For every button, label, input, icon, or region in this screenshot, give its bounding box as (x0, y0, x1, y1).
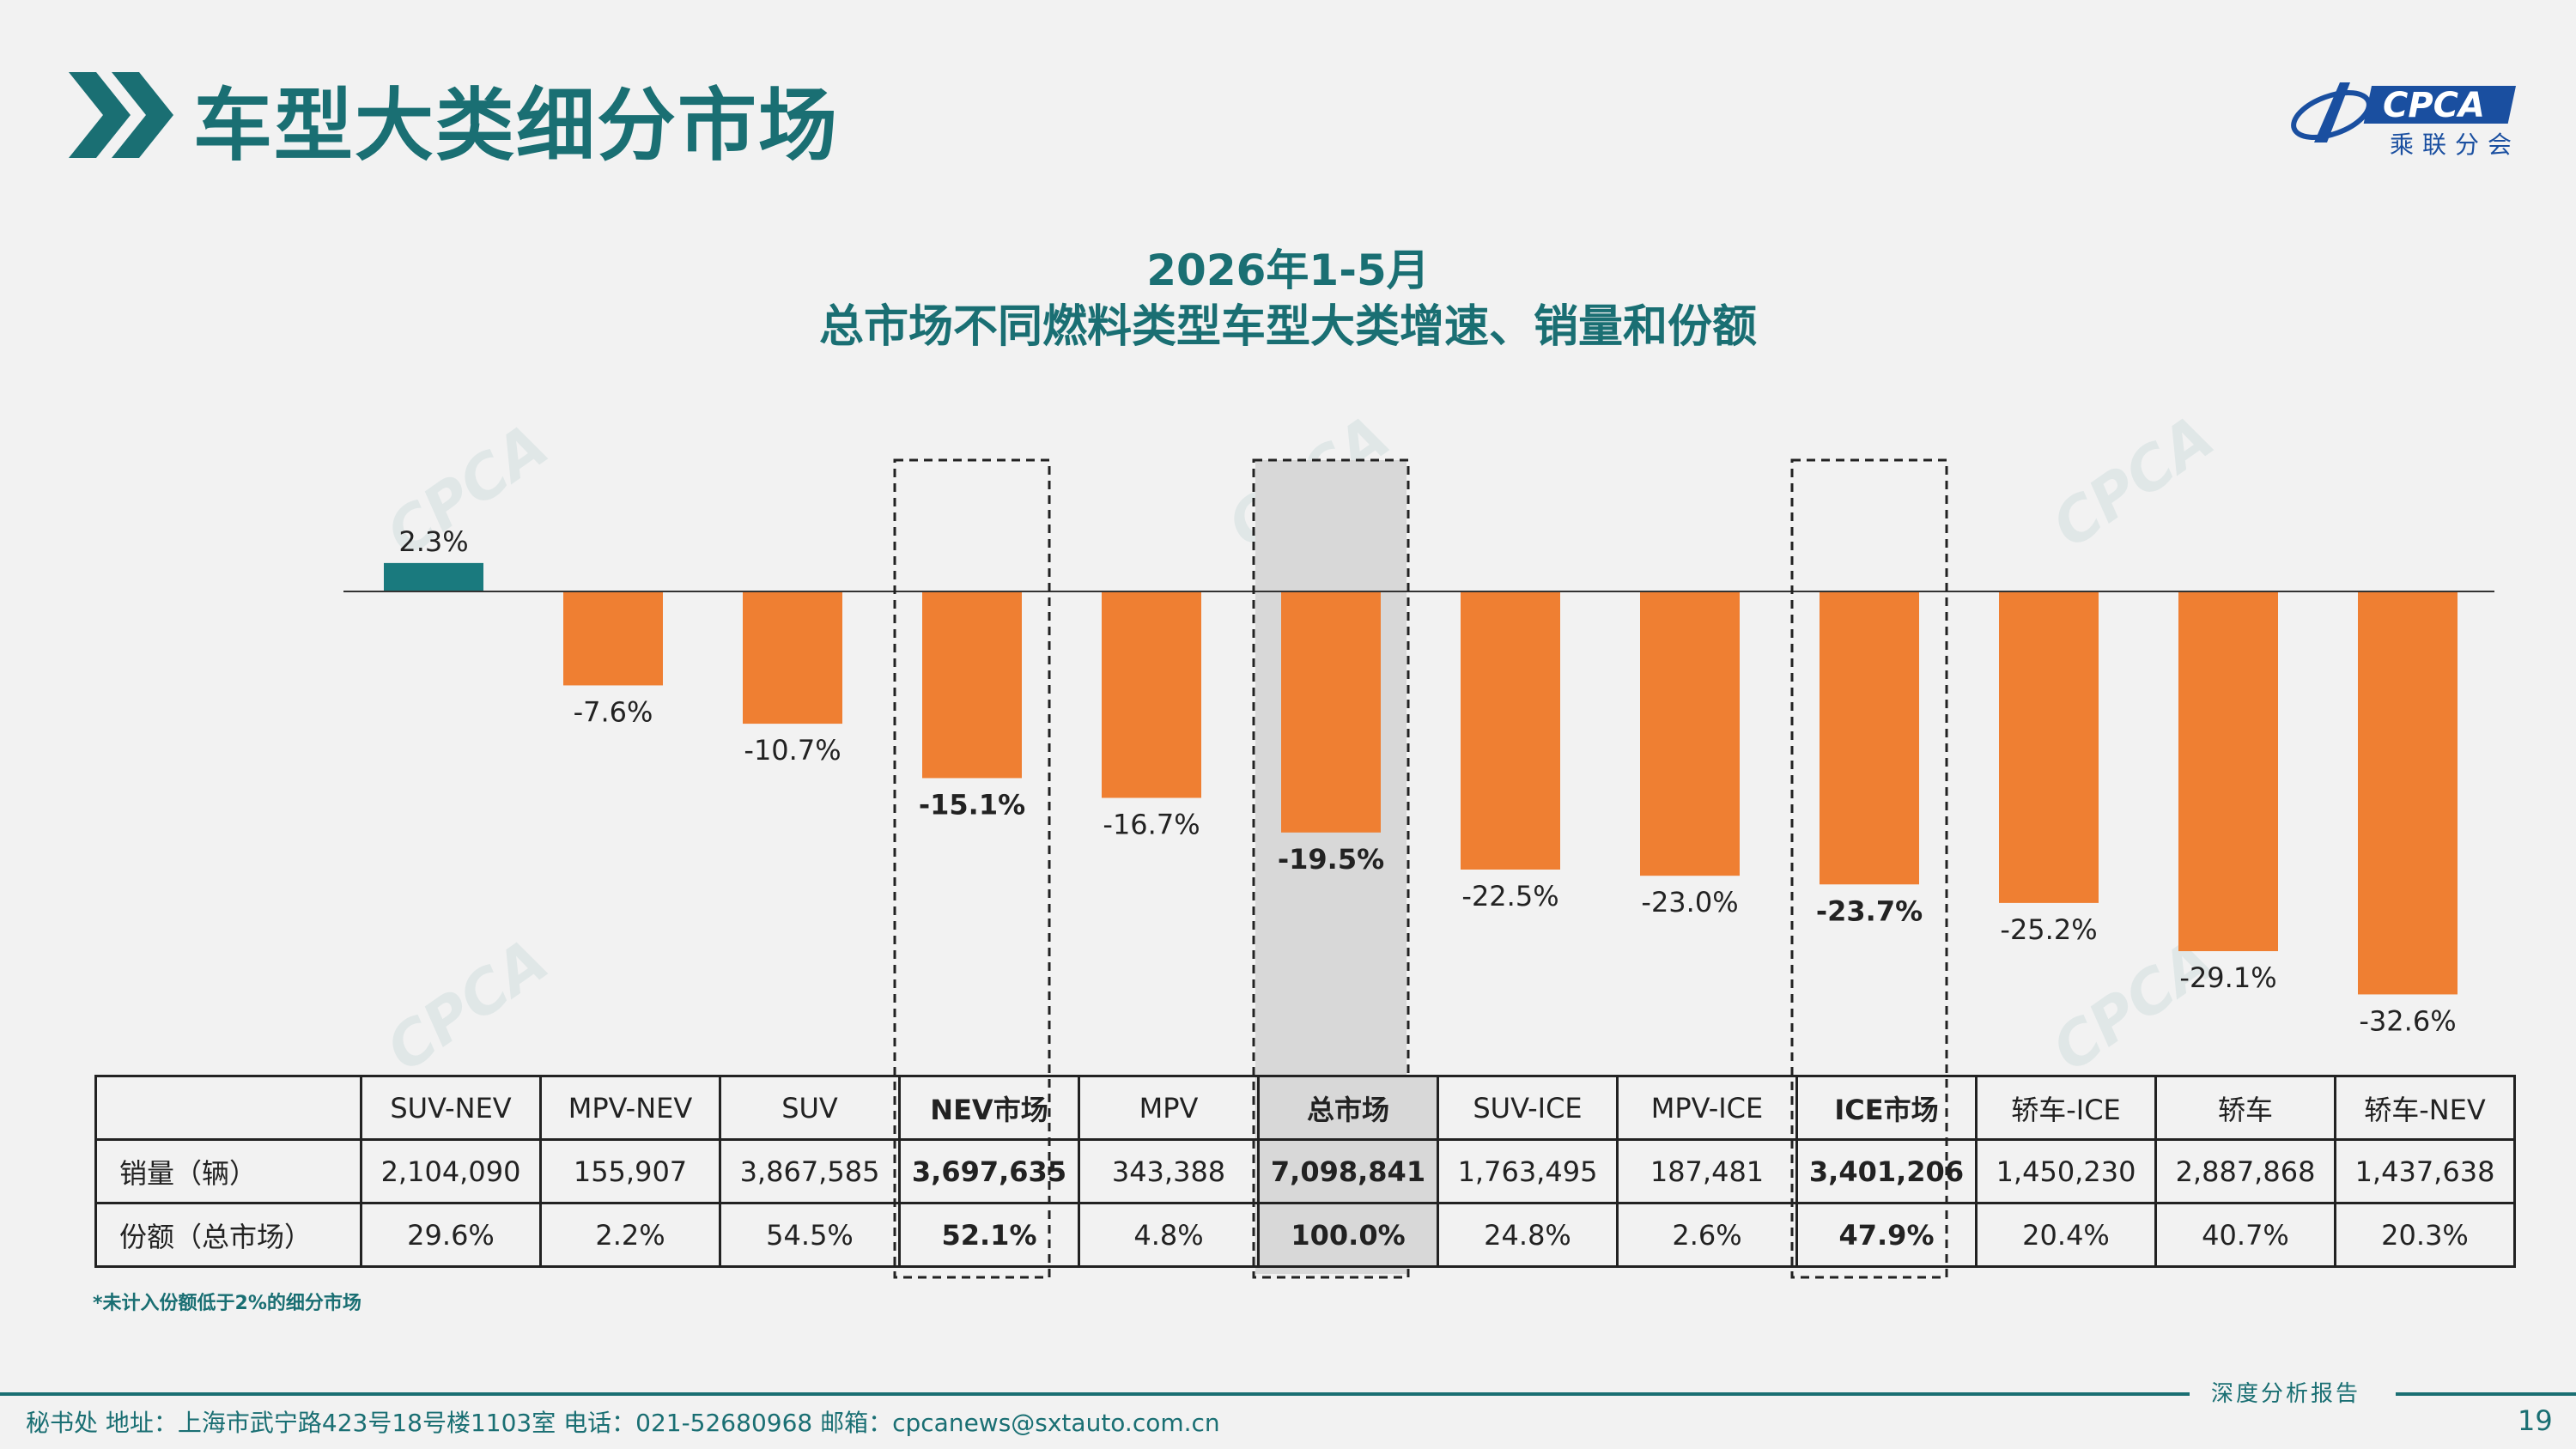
bar-MPV-NEV (563, 591, 663, 686)
sales-cell: 3,697,635 (898, 1138, 1080, 1204)
row-header-sales: 销量（辆） (94, 1138, 362, 1204)
cpca-logo: CPCA 乘联分会 (2291, 82, 2520, 159)
sales-cell: 3,867,585 (719, 1138, 901, 1204)
sales-cell: 1,450,230 (1975, 1138, 2157, 1204)
bar-ICE市场 (1820, 591, 1919, 885)
footer-contact: 秘书处 地址：上海市武宁路423号18号楼1103室 电话：021-526809… (26, 1409, 1220, 1437)
chart-subtitle: 总市场不同燃料类型车型大类增速、销量和份额 (818, 301, 1757, 353)
value-label-SUV-NEV: 2.3% (398, 525, 468, 558)
data-table: SUV-NEV MPV-NEV SUV NEV市场 MPV 总市场 SUV-ICE MPV-I… (94, 1075, 2516, 1268)
bar-SUV-ICE (1461, 591, 1560, 870)
share-cell: 52.1% (898, 1202, 1080, 1268)
share-cell: 29.6% (360, 1202, 542, 1268)
sales-cell: 187,481 (1616, 1138, 1798, 1204)
share-cell: 20.3% (2334, 1202, 2516, 1268)
value-label-总市场: -19.5% (1278, 843, 1384, 876)
table-row-sales: 销量（辆） 2,104,090 155,907 3,867,585 3,697,635 3… (94, 1138, 2516, 1204)
bar-MPV-ICE (1640, 591, 1740, 876)
category-label: SUV (719, 1075, 901, 1141)
value-label-SUV: -10.7% (744, 734, 841, 767)
logo-text: CPCA (2383, 86, 2485, 125)
value-label-MPV: -16.7% (1103, 808, 1200, 840)
page-number: 19 (2518, 1404, 2553, 1437)
category-label: ICE市场 (1795, 1075, 1978, 1141)
sales-cell: 2,887,868 (2154, 1138, 2336, 1204)
share-cell: 20.4% (1975, 1202, 2157, 1268)
bar-总市场 (1281, 591, 1381, 833)
logo-subtext: 乘联分会 (2390, 130, 2520, 159)
share-cell: 2.2% (539, 1202, 721, 1268)
sales-cell: 1,763,495 (1437, 1138, 1619, 1204)
sales-cell: 3,401,206 (1795, 1138, 1978, 1204)
table-row-share: 份额（总市场） 29.6% 2.2% 54.5% 52.1% 4.8% 100.0% 24.8… (94, 1202, 2516, 1268)
footer-divider (2396, 1392, 2576, 1396)
share-cell: 40.7% (2154, 1202, 2336, 1268)
category-label: MPV (1078, 1075, 1260, 1141)
bar-轿车-NEV (2358, 591, 2458, 995)
bar-SUV (743, 591, 842, 724)
value-label-轿车: -29.1% (2179, 961, 2276, 994)
value-label-MPV-NEV: -7.6% (574, 695, 653, 728)
value-label-ICE市场: -23.7% (1816, 894, 1923, 927)
footnote: *未计入份额低于2%的细分市场 (93, 1293, 361, 1314)
bar-轿车-ICE (1999, 591, 2099, 903)
value-label-SUV-ICE: -22.5% (1461, 880, 1558, 912)
category-label: MPV-NEV (539, 1075, 721, 1141)
category-label: 轿车-ICE (1975, 1075, 2157, 1141)
footer-divider (0, 1392, 2190, 1396)
chart-title: 2026年1-5月 (1146, 246, 1430, 295)
category-label: 轿车-NEV (2334, 1075, 2516, 1141)
highlight-box-NEV市场 (893, 458, 1051, 1279)
category-label: SUV-ICE (1437, 1075, 1619, 1141)
category-label: SUV-NEV (360, 1075, 542, 1141)
table-corner-cell (94, 1075, 362, 1141)
value-label-轿车-ICE: -25.2% (2000, 913, 2097, 946)
sales-cell: 2,104,090 (360, 1138, 542, 1204)
category-label: MPV-ICE (1616, 1075, 1798, 1141)
table-header-row: SUV-NEV MPV-NEV SUV NEV市场 MPV 总市场 SUV-ICE MPV-I… (94, 1075, 2516, 1141)
bar-NEV市场 (922, 591, 1022, 779)
footer-tag: 深度分析报告 (2211, 1381, 2361, 1407)
page-title: 车型大类细分市场 (193, 80, 840, 172)
highlight-box-总市场 (1252, 458, 1410, 1279)
value-label-MPV-ICE: -23.0% (1641, 886, 1738, 919)
share-cell: 2.6% (1616, 1202, 1798, 1268)
share-cell: 54.5% (719, 1202, 901, 1268)
row-header-share: 份额（总市场） (94, 1202, 362, 1268)
category-label: 轿车 (2154, 1075, 2336, 1141)
sales-cell: 343,388 (1078, 1138, 1260, 1204)
sales-cell: 7,098,841 (1257, 1138, 1439, 1204)
share-cell: 47.9% (1795, 1202, 1978, 1268)
category-label: NEV市场 (898, 1075, 1080, 1141)
value-label-NEV市场: -15.1% (919, 788, 1025, 821)
category-label: 总市场 (1257, 1075, 1439, 1141)
bar-轿车 (2178, 591, 2278, 952)
share-cell: 100.0% (1257, 1202, 1439, 1268)
share-cell: 24.8% (1437, 1202, 1619, 1268)
sales-cell: 1,437,638 (2334, 1138, 2516, 1204)
sales-cell: 155,907 (539, 1138, 721, 1204)
share-cell: 4.8% (1078, 1202, 1260, 1268)
highlight-box-ICE市场 (1790, 458, 1948, 1279)
bar-SUV-NEV (384, 562, 483, 591)
bar-MPV (1102, 591, 1201, 798)
chevron-icon (69, 72, 173, 158)
value-label-轿车-NEV: -32.6% (2359, 1004, 2456, 1037)
